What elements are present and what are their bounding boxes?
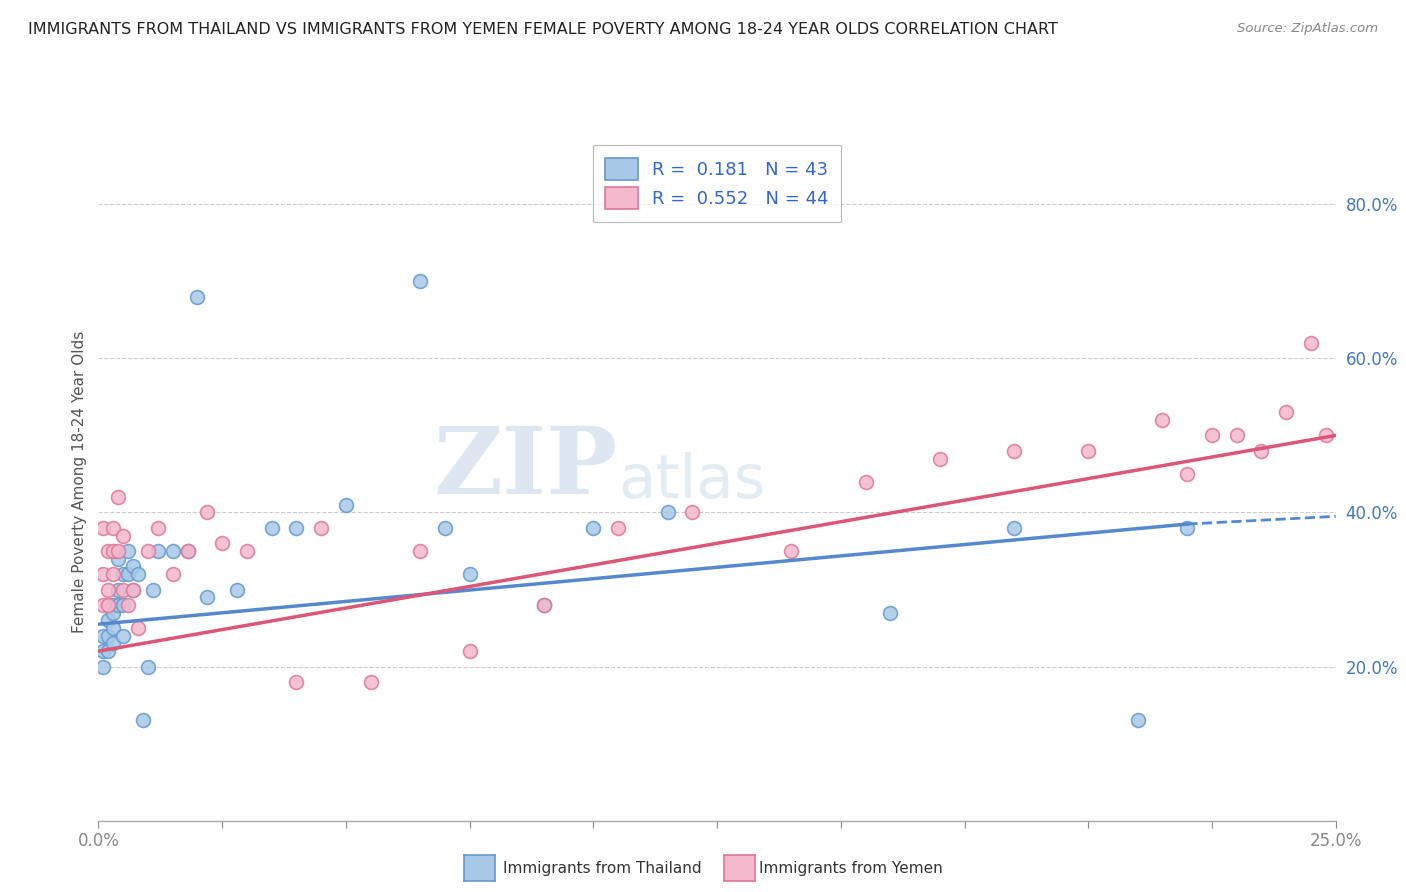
Point bbox=[107, 551, 129, 566]
Point bbox=[122, 582, 145, 597]
Point bbox=[1152, 413, 1174, 427]
Point bbox=[1201, 428, 1223, 442]
Point bbox=[122, 582, 145, 597]
Point bbox=[117, 598, 139, 612]
Point bbox=[879, 606, 901, 620]
Text: IMMIGRANTS FROM THAILAND VS IMMIGRANTS FROM YEMEN FEMALE POVERTY AMONG 18-24 YEA: IMMIGRANTS FROM THAILAND VS IMMIGRANTS F… bbox=[28, 22, 1057, 37]
Point bbox=[285, 521, 308, 535]
Point bbox=[607, 521, 630, 535]
Point bbox=[107, 598, 129, 612]
Point bbox=[93, 567, 115, 582]
Point bbox=[260, 521, 283, 535]
Point bbox=[112, 528, 135, 542]
Point bbox=[103, 521, 125, 535]
Point bbox=[1299, 336, 1322, 351]
Point bbox=[780, 544, 803, 558]
Point bbox=[97, 544, 120, 558]
Point bbox=[533, 598, 555, 612]
Point bbox=[285, 675, 308, 690]
Point bbox=[458, 567, 481, 582]
Point bbox=[132, 714, 155, 728]
Point bbox=[1250, 443, 1272, 458]
Point bbox=[162, 544, 184, 558]
Point bbox=[681, 506, 703, 520]
Text: Source: ZipAtlas.com: Source: ZipAtlas.com bbox=[1237, 22, 1378, 36]
Point bbox=[855, 475, 877, 489]
Point bbox=[103, 598, 125, 612]
Point bbox=[117, 567, 139, 582]
Point bbox=[112, 567, 135, 582]
Point bbox=[928, 451, 950, 466]
Point bbox=[127, 567, 149, 582]
Legend: R =  0.181   N = 43, R =  0.552   N = 44: R = 0.181 N = 43, R = 0.552 N = 44 bbox=[593, 145, 841, 221]
Point bbox=[409, 274, 432, 288]
Point bbox=[533, 598, 555, 612]
Text: Immigrants from Thailand: Immigrants from Thailand bbox=[503, 862, 702, 876]
Point bbox=[458, 644, 481, 658]
Point bbox=[112, 582, 135, 597]
Point bbox=[146, 521, 169, 535]
Point bbox=[93, 629, 115, 643]
Point bbox=[309, 521, 332, 535]
Point bbox=[112, 629, 135, 643]
Point bbox=[1275, 405, 1298, 419]
Point bbox=[107, 582, 129, 597]
Point bbox=[335, 498, 357, 512]
Point bbox=[107, 490, 129, 504]
Point bbox=[127, 621, 149, 635]
Point bbox=[657, 506, 679, 520]
Point bbox=[1175, 467, 1198, 481]
Point bbox=[360, 675, 382, 690]
Point bbox=[107, 544, 129, 558]
Point bbox=[93, 644, 115, 658]
Point bbox=[97, 629, 120, 643]
Point bbox=[97, 644, 120, 658]
Point bbox=[97, 598, 120, 612]
Point bbox=[103, 621, 125, 635]
Point bbox=[211, 536, 233, 550]
Point bbox=[112, 598, 135, 612]
Point bbox=[409, 544, 432, 558]
Point bbox=[103, 567, 125, 582]
Point bbox=[136, 544, 159, 558]
Point bbox=[1126, 714, 1149, 728]
Point bbox=[97, 613, 120, 627]
Text: Immigrants from Yemen: Immigrants from Yemen bbox=[759, 862, 943, 876]
Point bbox=[195, 506, 218, 520]
Point bbox=[146, 544, 169, 558]
Point bbox=[136, 659, 159, 673]
Text: ZIP: ZIP bbox=[434, 423, 619, 513]
Point bbox=[236, 544, 259, 558]
Point bbox=[1315, 428, 1337, 442]
Point bbox=[103, 636, 125, 650]
Y-axis label: Female Poverty Among 18-24 Year Olds: Female Poverty Among 18-24 Year Olds bbox=[72, 331, 87, 632]
Point bbox=[93, 659, 115, 673]
Point bbox=[103, 544, 125, 558]
Point bbox=[117, 544, 139, 558]
Point bbox=[122, 559, 145, 574]
Point bbox=[93, 521, 115, 535]
Point bbox=[162, 567, 184, 582]
Point bbox=[1077, 443, 1099, 458]
Point bbox=[582, 521, 605, 535]
Point bbox=[1002, 443, 1025, 458]
Point bbox=[195, 591, 218, 605]
Point bbox=[433, 521, 456, 535]
Point bbox=[226, 582, 249, 597]
Point bbox=[1175, 521, 1198, 535]
Text: atlas: atlas bbox=[619, 452, 766, 511]
Point bbox=[103, 606, 125, 620]
Point bbox=[93, 598, 115, 612]
Point bbox=[1002, 521, 1025, 535]
Point bbox=[176, 544, 198, 558]
Point bbox=[176, 544, 198, 558]
Point bbox=[97, 582, 120, 597]
Point bbox=[142, 582, 165, 597]
Point bbox=[1226, 428, 1249, 442]
Point bbox=[186, 290, 208, 304]
